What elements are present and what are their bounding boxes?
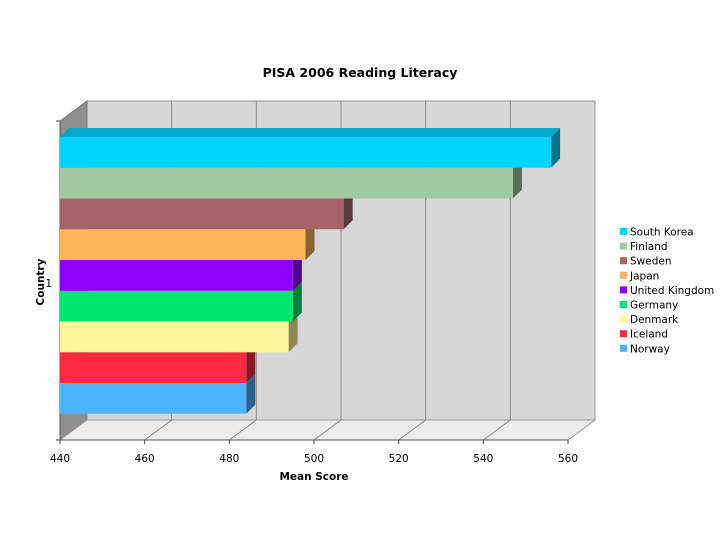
legend: South Korea Finland Sweden Japan United King… bbox=[620, 227, 714, 355]
legend-swatch bbox=[620, 286, 627, 294]
legend-swatch bbox=[620, 257, 627, 265]
bar-norway bbox=[60, 374, 256, 414]
bar-front-face bbox=[60, 137, 552, 168]
bar-front-face bbox=[60, 383, 247, 414]
x-tick-label: 500 bbox=[304, 453, 324, 465]
bar-south-korea bbox=[60, 128, 561, 168]
y-axis-ticks: 1 bbox=[45, 120, 60, 441]
legend-label: Sweden bbox=[630, 256, 672, 268]
bar-end-face bbox=[343, 189, 353, 230]
floor-gridline bbox=[398, 419, 426, 441]
bar-end-face bbox=[305, 220, 315, 260]
bar-front-face bbox=[60, 167, 513, 199]
x-axis-title: Mean Score bbox=[279, 471, 348, 483]
legend-label: South Korea bbox=[630, 227, 694, 239]
floor-gridline bbox=[144, 419, 172, 441]
legend-label: Norway bbox=[630, 343, 670, 355]
bar-front-face bbox=[60, 229, 306, 260]
legend-label: Denmark bbox=[630, 314, 679, 326]
x-tick-label: 440 bbox=[50, 453, 70, 465]
x-axis-ticks: 440 460 480 500 520 540 560 bbox=[50, 440, 578, 465]
chart-title: PISA 2006 Reading Literacy bbox=[263, 65, 458, 80]
legend-swatch bbox=[620, 301, 627, 308]
floor-gridline bbox=[229, 419, 257, 441]
legend-swatch bbox=[620, 315, 627, 323]
floor-gridline bbox=[483, 419, 511, 441]
bar-japan bbox=[60, 220, 315, 260]
bar-end-face bbox=[246, 374, 256, 414]
bar-front-face bbox=[60, 352, 247, 383]
floor-gridline bbox=[313, 419, 342, 441]
x-tick-label: 460 bbox=[135, 453, 155, 465]
bar-front-face bbox=[60, 260, 293, 291]
bar-end-face bbox=[288, 312, 298, 353]
x-tick-label: 520 bbox=[389, 453, 409, 465]
bar-top-face bbox=[60, 128, 561, 137]
legend-swatch bbox=[620, 228, 627, 235]
bar-iceland bbox=[60, 343, 256, 383]
y-axis-title: Country bbox=[35, 258, 47, 305]
bar-denmark bbox=[60, 312, 298, 353]
legend-label: Japan bbox=[629, 270, 659, 282]
bar-united-kingdom bbox=[60, 251, 302, 291]
bar-front-face bbox=[60, 321, 289, 353]
x-tick-label: 480 bbox=[219, 453, 239, 465]
legend-label: United Kingdom bbox=[630, 285, 714, 297]
bar-front-face bbox=[60, 198, 344, 230]
bar-germany bbox=[60, 281, 302, 322]
legend-swatch bbox=[620, 330, 627, 338]
bar-end-face bbox=[246, 343, 256, 383]
bar-front-face bbox=[60, 290, 293, 322]
legend-swatch bbox=[620, 242, 627, 250]
bar-end-face bbox=[292, 251, 302, 291]
bars bbox=[60, 128, 561, 414]
legend-swatch bbox=[620, 271, 627, 279]
legend-swatch bbox=[620, 344, 627, 352]
x-tick-label: 560 bbox=[558, 453, 578, 465]
bar-end-face bbox=[512, 158, 522, 199]
legend-label: Iceland bbox=[630, 329, 668, 341]
bar-finland bbox=[60, 158, 522, 199]
bar-sweden bbox=[60, 189, 353, 230]
y-tick-label: 1 bbox=[45, 278, 52, 290]
legend-label: Finland bbox=[630, 241, 668, 253]
bar-end-face bbox=[292, 281, 302, 322]
x-tick-label: 540 bbox=[473, 453, 493, 465]
legend-label: Germany bbox=[630, 300, 678, 312]
bar-end-face bbox=[551, 128, 561, 168]
